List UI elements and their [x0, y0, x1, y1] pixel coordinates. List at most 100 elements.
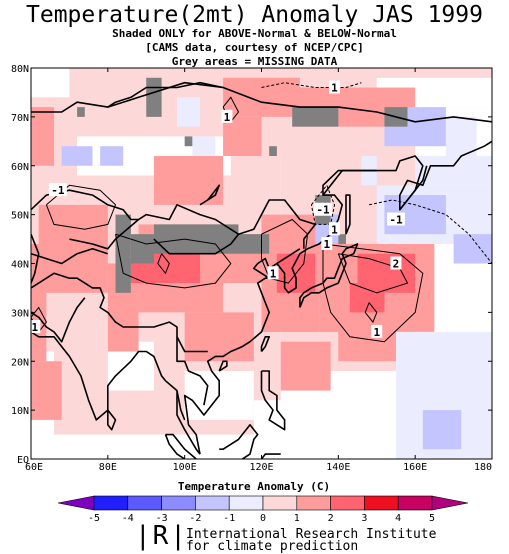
anomaly-cell	[176, 97, 201, 127]
colorbar-tick-label: -1	[223, 513, 235, 524]
anomaly-cell	[100, 146, 124, 166]
colorbar-swatch	[195, 495, 230, 511]
contour-line-positive	[261, 218, 309, 284]
lat-label: 10N	[11, 406, 29, 417]
colorbar-tick-label: -3	[156, 513, 168, 524]
lon-label: 100E	[173, 462, 197, 473]
anomaly-cell	[445, 116, 477, 156]
contour-label-bg	[386, 212, 405, 226]
contour-label-bg	[390, 256, 402, 270]
contour-label: 1	[323, 238, 330, 251]
lon-label: 180	[474, 462, 492, 473]
colorbar-tick-label: 0	[260, 513, 266, 524]
coastline-segment	[31, 297, 86, 343]
colorbar-tick-label: 2	[328, 513, 334, 524]
contour-label: 1	[32, 321, 39, 334]
lat-label: 30N	[11, 308, 29, 319]
anomaly-cell	[338, 234, 347, 244]
contour-line-negative	[261, 82, 362, 88]
lat-label: 70N	[11, 113, 29, 124]
contour-line-negative	[310, 184, 336, 225]
lon-label: 80E	[99, 462, 117, 473]
contour-label-bg	[371, 324, 383, 338]
colorbar-swatch	[330, 495, 365, 511]
colorbar-tick-label: -5	[88, 513, 100, 524]
coastline-segment	[276, 248, 301, 265]
lon-label: 140E	[326, 462, 350, 473]
lat-label: 80N	[11, 64, 29, 75]
coastline-segment	[218, 360, 228, 372]
anomaly-cell	[31, 243, 47, 362]
contour-label-bg	[31, 320, 41, 334]
colorbar-tick-label: -2	[189, 513, 201, 524]
colorbar-tick-label: 3	[361, 513, 367, 524]
colorbar	[57, 495, 469, 511]
colorbar-swatch	[93, 495, 129, 511]
contour-label: -1	[316, 204, 330, 217]
contour-label: 1	[373, 326, 380, 339]
coastline-segment	[260, 453, 281, 459]
coastline-segment	[299, 243, 359, 308]
iri-logo: |R|	[135, 521, 188, 551]
coastline-segment	[399, 165, 428, 211]
contour-line-positive	[337, 253, 409, 294]
lat-label: 60N	[11, 162, 29, 173]
coastline-segment	[176, 390, 186, 421]
contour-lines	[31, 82, 492, 343]
contour-label: 1	[331, 223, 338, 236]
contour-label-bg	[221, 109, 233, 123]
latitude-axis: 80N 70N 60N 50N 40N 30N 20N 10N EQ	[11, 64, 492, 466]
footer-line-1: International Research Institute	[186, 527, 437, 542]
anomaly-cell	[223, 77, 300, 117]
anomaly-cell	[184, 312, 254, 362]
anomaly-cell	[130, 234, 154, 264]
coastline-segment	[164, 434, 186, 459]
anomaly-cell	[38, 204, 108, 293]
lon-label: 160E	[403, 462, 427, 473]
colorbar-swatch	[161, 495, 196, 511]
colorbar-swatch	[397, 495, 433, 511]
contour-label: -1	[51, 184, 65, 197]
coastline-segment	[107, 409, 117, 431]
anomaly-cell	[31, 68, 70, 98]
lat-label: 40N	[11, 260, 29, 271]
anomaly-cell	[31, 361, 62, 420]
lat-label: 20N	[11, 357, 29, 368]
colorbar-swatch	[127, 495, 162, 511]
lon-label: 120E	[249, 462, 273, 473]
contour-label-bg	[321, 236, 333, 250]
coastline-segment	[219, 424, 259, 459]
colorbar-tick-label: 4	[395, 513, 401, 524]
coastline-segment	[31, 248, 109, 265]
colorbar-tick-label: 1	[294, 513, 300, 524]
contour-label: 1	[270, 267, 277, 280]
anomaly-cell	[415, 155, 492, 186]
coastline-segment	[31, 331, 201, 455]
coastline-segment	[176, 336, 209, 406]
coastline-segment	[31, 272, 208, 353]
coastline-segment	[31, 81, 492, 123]
contour-label-bg	[328, 222, 340, 236]
anomaly-cell	[61, 146, 93, 166]
contour-label-bg	[328, 80, 340, 94]
contour-line-positive	[322, 243, 424, 343]
anomaly-cell	[77, 107, 85, 117]
contour-label: 2	[393, 258, 400, 271]
anomaly-cell	[269, 146, 277, 156]
contour-label-bg	[48, 183, 67, 197]
contour-label: -1	[389, 214, 403, 227]
colorbar-end-low	[57, 495, 95, 511]
coastline-segment	[199, 184, 220, 206]
anomaly-cell	[153, 224, 239, 254]
coastline-segment	[260, 370, 286, 431]
contour-label: 1	[331, 82, 338, 95]
anomaly-cell	[280, 341, 331, 391]
lat-label: 50N	[11, 211, 29, 222]
contour-label-bg	[313, 202, 332, 216]
coastline-segment	[107, 81, 224, 108]
colorbar-swatch	[364, 495, 399, 511]
contour-line-positive	[45, 184, 117, 230]
colorbar-swatch	[296, 495, 331, 511]
